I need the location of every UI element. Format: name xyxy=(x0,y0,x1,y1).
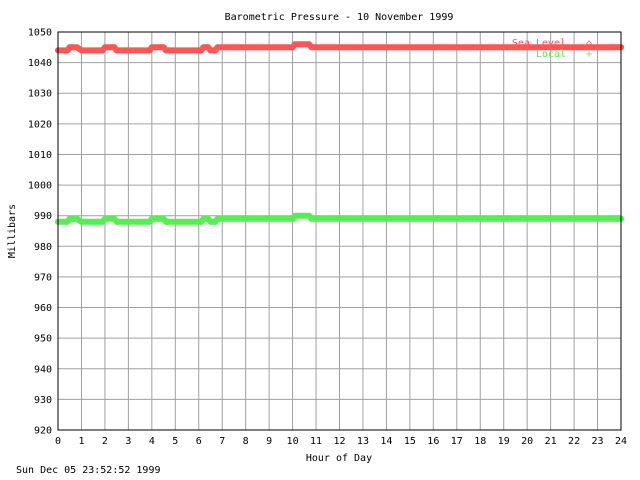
x-tick-label: 7 xyxy=(219,436,225,447)
y-tick-label: 1020 xyxy=(28,119,52,130)
x-tick-label: 19 xyxy=(498,436,510,447)
legend-marker: ◇ xyxy=(586,38,592,49)
data-point xyxy=(308,215,315,222)
data-point xyxy=(101,215,108,222)
legend-marker: + xyxy=(586,49,592,60)
x-tick-label: 13 xyxy=(357,436,369,447)
x-tick-label: 20 xyxy=(521,436,533,447)
data-point xyxy=(78,218,85,225)
grid xyxy=(58,32,621,430)
data-point xyxy=(207,47,214,54)
x-tick-label: 21 xyxy=(545,436,557,447)
plot-frame xyxy=(57,31,622,431)
y-tick-label: 970 xyxy=(34,272,52,283)
y-tick-label: 930 xyxy=(34,395,52,406)
x-tick-label: 14 xyxy=(380,436,392,447)
y-tick-label: 940 xyxy=(34,364,52,375)
data-point xyxy=(207,218,214,225)
x-tick-label: 9 xyxy=(266,436,272,447)
x-tick-label: 16 xyxy=(427,436,439,447)
x-tick-label: 4 xyxy=(149,436,155,447)
x-tick-label: 18 xyxy=(474,436,486,447)
data-point xyxy=(291,41,298,48)
data-point xyxy=(78,47,85,54)
x-tick-label: 15 xyxy=(404,436,416,447)
data-point xyxy=(148,215,155,222)
y-tick-label: 1010 xyxy=(28,150,52,161)
x-tick-label: 6 xyxy=(196,436,202,447)
x-tick-label: 22 xyxy=(568,436,580,447)
x-tick-label: 5 xyxy=(172,436,178,447)
data-point xyxy=(66,215,73,222)
data-point xyxy=(162,218,169,225)
data-point xyxy=(200,44,207,51)
x-tick-label: 8 xyxy=(243,436,249,447)
y-tick-label: 950 xyxy=(34,334,52,345)
legend-label: Sea Level xyxy=(512,38,566,49)
x-tick-label: 17 xyxy=(451,436,463,447)
data-point xyxy=(101,44,108,51)
y-axis-label: Millibars xyxy=(7,204,18,258)
data-point xyxy=(73,215,80,222)
legend: Sea Level ◇ Local + xyxy=(512,38,592,60)
x-tick-label: 11 xyxy=(310,436,322,447)
x-axis-label: Hour of Day xyxy=(306,453,372,464)
y-tick-label: 1030 xyxy=(28,89,52,100)
y-tick-label: 960 xyxy=(34,303,52,314)
data-point xyxy=(214,44,221,51)
y-tick-label: 920 xyxy=(34,426,52,437)
data-point xyxy=(113,218,120,225)
data-point xyxy=(113,47,120,54)
y-tick-label: 1050 xyxy=(28,28,52,39)
x-tick-label: 24 xyxy=(615,436,627,447)
y-tick-label: 1040 xyxy=(28,58,52,69)
legend-label: Local xyxy=(536,49,566,60)
timestamp-footer: Sun Dec 05 23:52:52 1999 xyxy=(16,465,161,476)
data-point xyxy=(162,47,169,54)
x-tick-label: 0 xyxy=(55,436,61,447)
tick-labels: 0 1 2 3 4 5 6 7 8 9 10 11 12 13 14 15 16 17 18 19 20 21 22 23 24… xyxy=(28,28,627,448)
y-tick-label: 980 xyxy=(34,242,52,253)
x-tick-label: 12 xyxy=(333,436,345,447)
x-tick-label: 1 xyxy=(78,436,84,447)
x-tick-label: 23 xyxy=(592,436,604,447)
data-point xyxy=(214,215,221,222)
x-tick-label: 10 xyxy=(287,436,299,447)
chart-title: Barometric Pressure - 10 November 1999 xyxy=(225,12,454,23)
data-point xyxy=(200,215,207,222)
x-tick-label: 2 xyxy=(102,436,108,447)
x-tick-label: 3 xyxy=(125,436,131,447)
y-tick-label: 990 xyxy=(34,211,52,222)
data-point xyxy=(148,44,155,51)
y-tick-label: 1000 xyxy=(28,181,52,192)
data-point xyxy=(66,44,73,51)
data-point xyxy=(291,212,298,219)
data-point xyxy=(73,44,80,51)
data-point xyxy=(308,44,315,51)
series-line-1 xyxy=(55,212,624,225)
